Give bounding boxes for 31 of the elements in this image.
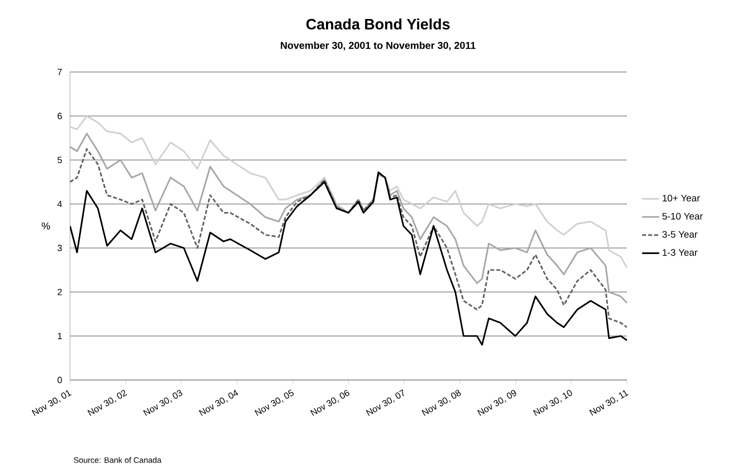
y-axis-title: % — [42, 222, 50, 230]
y-tick-label: 1 — [58, 332, 62, 340]
line-series — [70, 172, 627, 346]
source-note: Source: Bank of Canada — [74, 457, 162, 463]
x-tick-label: Nov 30, 06 — [310, 390, 350, 416]
y-tick-label: 3 — [58, 244, 62, 252]
y-tick-label: 7 — [58, 68, 62, 76]
y-tick-label: 2 — [58, 288, 62, 296]
x-tick-label: Nov 30, 07 — [366, 389, 404, 416]
y-tick-label: 5 — [58, 156, 62, 164]
x-tick-label: Nov 30, 09 — [477, 390, 516, 416]
legend-label: 3-5 Year — [662, 230, 698, 238]
y-tick-label: 0 — [58, 376, 62, 384]
x-tick-label: Nov 30, 10 — [533, 390, 572, 416]
line-series — [70, 132, 627, 304]
chart-subtitle: November 30, 2001 to November 30, 2011 — [280, 42, 476, 50]
x-tick-label: Nov 30, 04 — [198, 390, 238, 416]
legend-label: 10+ Year — [662, 194, 700, 202]
x-tick-label: Nov 30, 01 — [32, 390, 72, 416]
x-tick-label: Nov 30, 08 — [422, 390, 461, 416]
legend-label: 1-3 Year — [662, 249, 698, 256]
x-tick-label: Nov 30, 03 — [143, 390, 182, 416]
y-tick-label: 6 — [58, 112, 62, 120]
x-tick-label: Nov 30, 05 — [254, 390, 294, 416]
x-tick-label: Nov 30, 11 — [589, 390, 628, 416]
chart-title: Canada Bond Yields — [306, 18, 450, 30]
line-series — [70, 148, 627, 328]
y-tick-label: 4 — [57, 200, 62, 208]
x-tick-label: Nov 30, 02 — [87, 390, 128, 416]
line-series — [70, 115, 627, 269]
legend-label: 5-10 Year — [662, 212, 703, 220]
